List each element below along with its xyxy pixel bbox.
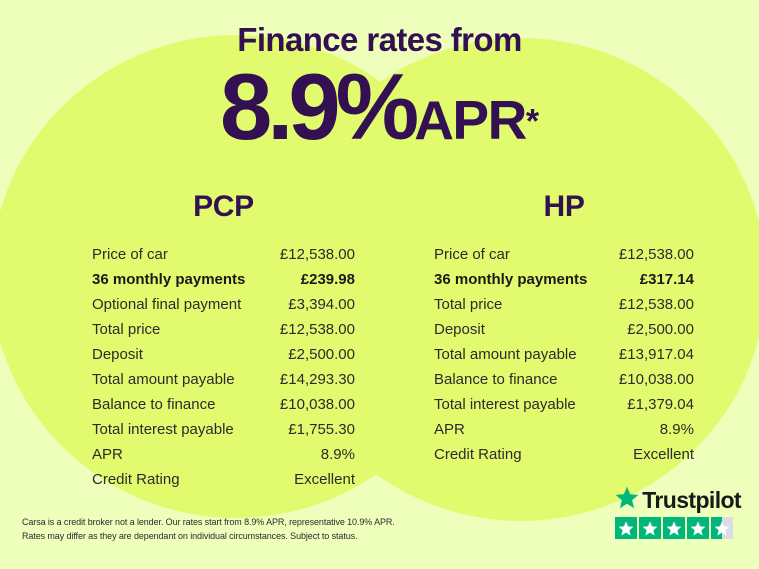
row-label: Balance to finance (434, 371, 558, 388)
star-icon (663, 517, 686, 539)
hp-rows: Price of car £12,538.00 36 monthly payme… (434, 242, 694, 467)
row-value: £239.98 (300, 271, 355, 288)
row-label: Total interest payable (92, 421, 234, 438)
plan-title-hp: HP (543, 190, 585, 223)
table-row: Total price £12,538.00 (434, 292, 694, 317)
table-row: Balance to finance £10,038.00 (434, 367, 694, 392)
row-value: £317.14 (639, 271, 694, 288)
row-label: Total amount payable (434, 346, 577, 363)
row-value: £3,394.00 (288, 296, 355, 313)
row-value: £12,538.00 (279, 246, 355, 263)
row-label: Total price (92, 321, 161, 338)
table-row: 36 monthly payments £239.98 (92, 267, 355, 292)
rate-value: 8.9% (219, 53, 419, 159)
row-label: APR (434, 421, 465, 438)
finance-column-pcp: PCP Price of car £12,538.00 36 monthly p… (0, 190, 379, 492)
row-value: 8.9% (659, 421, 694, 438)
row-value: Excellent (633, 446, 694, 463)
row-label: Deposit (92, 346, 143, 363)
table-row: Total amount payable £14,293.30 (92, 367, 355, 392)
row-label: 36 monthly payments (92, 271, 246, 288)
row-value: £1,755.30 (288, 421, 355, 438)
star-half-icon (711, 517, 734, 539)
table-row: Balance to finance £10,038.00 (92, 392, 355, 417)
comparison-columns: PCP Price of car £12,538.00 36 monthly p… (0, 190, 759, 492)
row-value: £10,038.00 (618, 371, 694, 388)
table-row: Credit Rating Excellent (434, 442, 694, 467)
table-row: APR 8.9% (434, 417, 694, 442)
row-value: 8.9% (320, 446, 355, 463)
rate-line: 8.9%APR* (0, 58, 759, 154)
table-row: Deposit £2,500.00 (434, 317, 694, 342)
row-label: Price of car (92, 246, 168, 263)
table-row: Total price £12,538.00 (92, 317, 355, 342)
row-value: £12,538.00 (618, 246, 694, 263)
disclaimer-line-2: Rates may differ as they are dependant o… (22, 530, 358, 541)
star-icon (639, 517, 662, 539)
promo-header: Finance rates from 8.9%APR* (0, 0, 759, 154)
row-label: Total price (434, 296, 503, 313)
trustpilot-wordmark: Trustpilot (615, 486, 742, 514)
row-label: Credit Rating (92, 471, 180, 488)
disclaimer-line-1: Carsa is a credit broker not a lender. O… (22, 517, 395, 527)
plan-title-pcp: PCP (193, 190, 254, 223)
row-label: APR (92, 446, 123, 463)
trustpilot-badge[interactable]: Trustpilot (615, 486, 742, 539)
row-value: £10,038.00 (279, 396, 355, 413)
row-label: Price of car (434, 246, 510, 263)
table-row: Total amount payable £13,917.04 (434, 342, 694, 367)
star-icon (687, 517, 710, 539)
row-value: £1,379.04 (627, 396, 694, 413)
table-row: 36 monthly payments £317.14 (434, 267, 694, 292)
row-label: Total amount payable (92, 371, 235, 388)
row-value: £12,538.00 (279, 321, 355, 338)
row-label: Balance to finance (92, 396, 216, 413)
trustpilot-name: Trustpilot (642, 486, 741, 513)
pcp-rows: Price of car £12,538.00 36 monthly payme… (92, 242, 355, 492)
table-row: Price of car £12,538.00 (92, 242, 355, 267)
table-row: Total interest payable £1,755.30 (92, 417, 355, 442)
row-value: £13,917.04 (618, 346, 694, 363)
table-row: Optional final payment £3,394.00 (92, 292, 355, 317)
finance-column-hp: HP Price of car £12,538.00 36 monthly pa… (379, 190, 758, 492)
row-label: 36 monthly payments (434, 271, 588, 288)
decorative-circle-right (276, 38, 759, 521)
row-value: £2,500.00 (627, 321, 694, 338)
table-row: APR 8.9% (92, 442, 355, 467)
star-icon (615, 486, 639, 514)
table-row: Price of car £12,538.00 (434, 242, 694, 267)
table-row: Total interest payable £1,379.04 (434, 392, 694, 417)
rate-unit: APR (414, 88, 527, 151)
row-label: Credit Rating (434, 446, 522, 463)
row-value: £2,500.00 (288, 346, 355, 363)
table-row: Deposit £2,500.00 (92, 342, 355, 367)
row-value: £14,293.30 (279, 371, 355, 388)
row-value: Excellent (294, 471, 355, 488)
row-label: Total interest payable (434, 396, 576, 413)
headline: Finance rates from (237, 21, 522, 58)
row-label: Deposit (434, 321, 485, 338)
disclaimer-text: Carsa is a credit broker not a lender. O… (22, 516, 452, 544)
trustpilot-rating-stars (615, 517, 741, 539)
row-label: Optional final payment (92, 296, 242, 313)
star-icon (615, 517, 638, 539)
table-row: Credit Rating Excellent (92, 467, 355, 492)
row-value: £12,538.00 (618, 296, 694, 313)
rate-footnote-marker: * (525, 102, 540, 141)
